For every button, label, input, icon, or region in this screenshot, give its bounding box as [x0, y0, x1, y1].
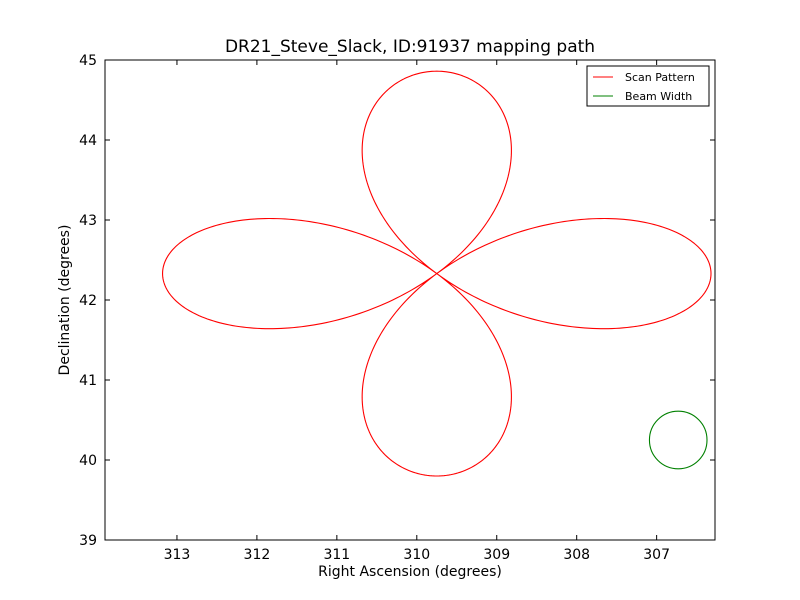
scan-pattern-line — [162, 70, 712, 477]
plot-area: 313 312 311 310 309 308 307 39 40 41 42 43 44 45 — [79, 53, 716, 563]
legend-box — [586, 65, 710, 107]
y-tick-label: 41 — [79, 373, 97, 389]
legend: Scan Pattern Beam Width — [586, 65, 710, 107]
x-tick-label: 312 — [244, 547, 271, 563]
y-axis-ticks: 39 40 41 42 43 44 45 — [79, 53, 715, 549]
x-tick-label: 313 — [164, 547, 191, 563]
x-axis-title: Right Ascension (degrees) — [318, 564, 502, 580]
y-tick-label: 45 — [79, 53, 97, 69]
x-axis-ticks: 313 312 311 310 309 308 307 — [164, 60, 670, 563]
legend-label-scan-pattern: Scan Pattern — [625, 71, 695, 84]
x-tick-label: 309 — [483, 547, 510, 563]
beam-width-circle — [648, 410, 708, 470]
x-tick-label: 310 — [403, 547, 430, 563]
x-tick-label: 308 — [563, 547, 590, 563]
y-tick-label: 39 — [79, 533, 97, 549]
y-axis-title: Declination (degrees) — [57, 225, 73, 376]
series-layer — [162, 70, 712, 477]
y-tick-label: 40 — [79, 453, 97, 469]
y-tick-label: 42 — [79, 293, 97, 309]
x-tick-label: 307 — [643, 547, 670, 563]
legend-label-beam-width: Beam Width — [625, 90, 692, 103]
x-tick-label: 311 — [323, 547, 350, 563]
chart-title: DR21_Steve_Slack, ID:91937 mapping path — [225, 37, 595, 57]
y-tick-label: 43 — [79, 213, 97, 229]
y-tick-label: 44 — [79, 133, 97, 149]
